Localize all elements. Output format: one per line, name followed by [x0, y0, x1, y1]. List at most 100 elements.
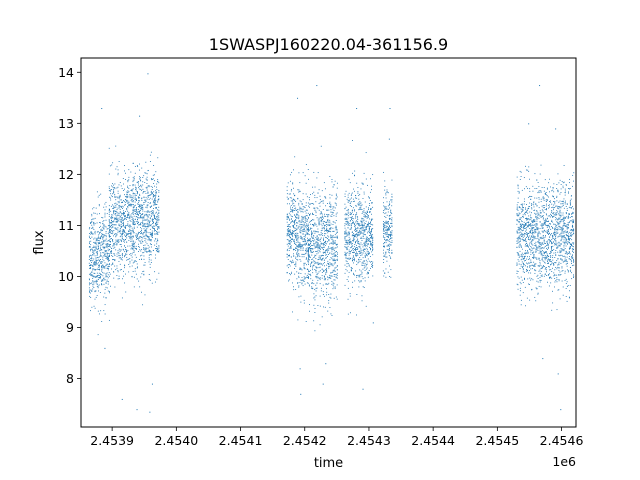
- data-point: [308, 259, 309, 261]
- data-point: [152, 214, 154, 216]
- data-point: [92, 285, 94, 287]
- data-point: [312, 258, 314, 260]
- data-point: [148, 251, 150, 253]
- data-point: [353, 221, 354, 223]
- data-point: [385, 192, 387, 194]
- data-point: [118, 252, 120, 254]
- data-point: [531, 212, 532, 214]
- data-point: [371, 263, 373, 265]
- data-point: [367, 273, 369, 275]
- data-point: [307, 251, 309, 253]
- data-point: [321, 277, 323, 279]
- data-point: [312, 203, 314, 204]
- data-point: [349, 293, 351, 295]
- data-point: [310, 228, 311, 230]
- data-point: [526, 227, 527, 229]
- data-point: [534, 236, 536, 237]
- data-point: [333, 270, 335, 272]
- data-point: [367, 254, 369, 255]
- data-point: [296, 238, 298, 240]
- data-point: [522, 281, 524, 283]
- data-point: [388, 217, 390, 219]
- data-point: [153, 233, 155, 235]
- data-point: [148, 221, 150, 223]
- data-point: [292, 232, 293, 234]
- data-point: [346, 261, 348, 263]
- data-point: [347, 215, 349, 217]
- data-point: [522, 233, 523, 235]
- data-point: [121, 252, 123, 254]
- data-point: [542, 260, 544, 262]
- data-point: [119, 232, 121, 234]
- data-point: [92, 288, 94, 290]
- data-point: [94, 255, 96, 257]
- data-point: [357, 226, 359, 228]
- data-point: [97, 240, 99, 242]
- data-point: [534, 272, 536, 274]
- data-point: [148, 225, 150, 227]
- data-point: [142, 237, 144, 239]
- data-point: [118, 241, 120, 243]
- data-point: [526, 245, 528, 247]
- data-point: [290, 232, 291, 234]
- data-point: [138, 203, 140, 205]
- data-point: [141, 207, 142, 209]
- data-point: [544, 256, 546, 258]
- data-point: [109, 232, 111, 234]
- data-point: [112, 256, 114, 257]
- data-point: [111, 268, 113, 270]
- data-point: [333, 237, 335, 239]
- data-point: [114, 195, 116, 197]
- data-point: [312, 265, 314, 267]
- data-point: [134, 211, 136, 212]
- data-point: [367, 252, 369, 254]
- data-point: [93, 238, 95, 240]
- data-point: [297, 238, 299, 240]
- data-point: [122, 210, 124, 212]
- data-point: [320, 287, 322, 289]
- data-point: [98, 233, 100, 235]
- data-point: [294, 264, 296, 266]
- data-point: [355, 217, 357, 219]
- data-point: [527, 252, 529, 254]
- data-point: [287, 216, 289, 218]
- data-point: [101, 281, 103, 282]
- data-point: [345, 214, 347, 216]
- data-point: [132, 197, 134, 199]
- data-point: [149, 206, 151, 208]
- data-point: [534, 197, 536, 199]
- data-point: [312, 219, 314, 221]
- data-point: [287, 235, 289, 237]
- data-point: [354, 235, 356, 237]
- data-point: [92, 277, 94, 279]
- data-point: [521, 224, 523, 225]
- data-point: [140, 231, 141, 233]
- data-point: [363, 233, 365, 235]
- data-point: [155, 222, 157, 224]
- data-point: [330, 215, 332, 217]
- data-point: [363, 244, 365, 246]
- data-point: [154, 218, 156, 219]
- data-point: [287, 264, 289, 266]
- data-point: [302, 218, 304, 220]
- data-point: [344, 207, 346, 209]
- data-point: [98, 290, 99, 292]
- data-point: [124, 234, 125, 236]
- data-point: [528, 221, 530, 223]
- data-point: [317, 239, 319, 240]
- data-point: [516, 223, 518, 225]
- data-point: [356, 275, 358, 276]
- data-point: [541, 250, 543, 251]
- data-point: [326, 264, 328, 266]
- data-point: [533, 256, 535, 258]
- data-point: [370, 209, 371, 210]
- data-point: [360, 227, 362, 229]
- data-point: [308, 243, 309, 245]
- data-point: [358, 232, 360, 234]
- data-point: [158, 226, 160, 227]
- data-point: [350, 220, 351, 222]
- data-point: [153, 225, 154, 227]
- data-point: [152, 196, 154, 198]
- data-point: [157, 248, 159, 250]
- data-point: [526, 297, 528, 299]
